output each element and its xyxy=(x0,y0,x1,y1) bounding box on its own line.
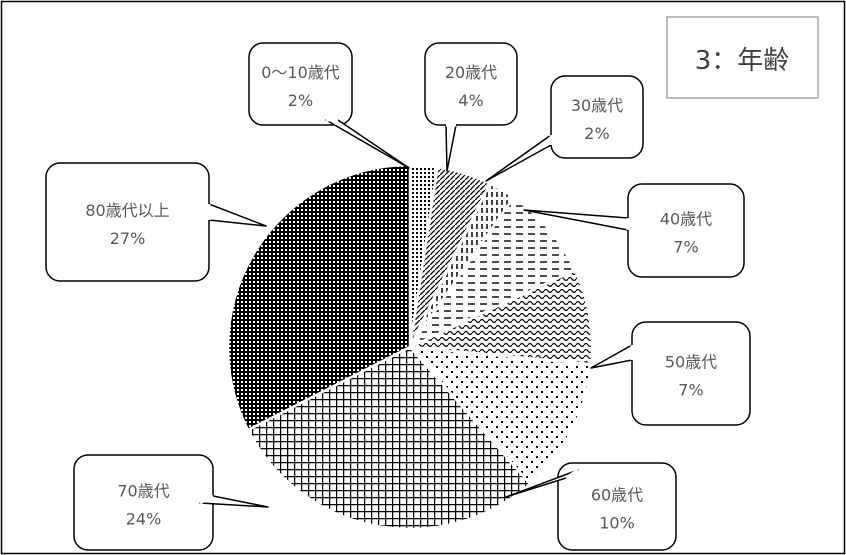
callout-50s: 50歳代 7% xyxy=(590,321,751,426)
callout-box xyxy=(248,42,353,126)
callout-0-10: 0〜10歳代 2% xyxy=(248,42,410,169)
data-label-value: 7% xyxy=(678,381,703,400)
data-label-value: 2% xyxy=(584,124,609,143)
pie-slice-70s xyxy=(246,345,532,531)
data-label-category: 0〜10歳代 xyxy=(261,63,340,82)
data-label-value: 24% xyxy=(126,510,162,529)
callout-box xyxy=(73,454,214,551)
data-label-category: 70歳代 xyxy=(117,482,169,501)
data-label-callouts: 0〜10歳代 2% 20歳代 4% 30歳代 2% 40歳代 7% 50歳代 7% 60歳代 10% 7… xyxy=(45,42,751,551)
pie-slice-50s xyxy=(405,268,594,366)
chart-title: 3：年齢 xyxy=(695,46,790,76)
data-label-category: 30歳代 xyxy=(571,96,623,115)
callout-box xyxy=(424,42,518,126)
callout-30s: 30歳代 2% xyxy=(485,75,644,182)
callout-20s: 20歳代 4% xyxy=(424,42,518,172)
callout-box xyxy=(627,183,745,278)
data-label-category: 60歳代 xyxy=(591,486,643,505)
callout-box xyxy=(550,75,644,159)
callout-70s: 70歳代 24% xyxy=(73,454,269,551)
data-label-category: 40歳代 xyxy=(660,210,712,229)
data-label-category: 20歳代 xyxy=(445,63,497,82)
data-label-value: 10% xyxy=(599,514,635,533)
callout-80plus: 80歳代以上 27% xyxy=(45,162,267,282)
callout-box xyxy=(631,321,751,426)
data-label-value: 4% xyxy=(458,91,483,110)
chart-title-box: 3：年齢 xyxy=(666,16,819,99)
data-label-value: 2% xyxy=(288,91,313,110)
callout-40s: 40歳代 7% xyxy=(523,183,745,278)
data-label-value: 7% xyxy=(673,238,698,257)
pie-slice-60s xyxy=(406,345,593,486)
callout-box xyxy=(557,462,677,551)
data-label-value: 27% xyxy=(110,229,146,248)
pie-slice-40s xyxy=(406,195,577,351)
pie-slices xyxy=(226,163,594,531)
data-label-category: 50歳代 xyxy=(665,353,717,372)
data-label-category: 80歳代以上 xyxy=(85,201,169,220)
callout-box xyxy=(45,162,210,282)
callout-60s: 60歳代 10% xyxy=(505,462,677,551)
pie-slice-80plus xyxy=(226,163,412,432)
